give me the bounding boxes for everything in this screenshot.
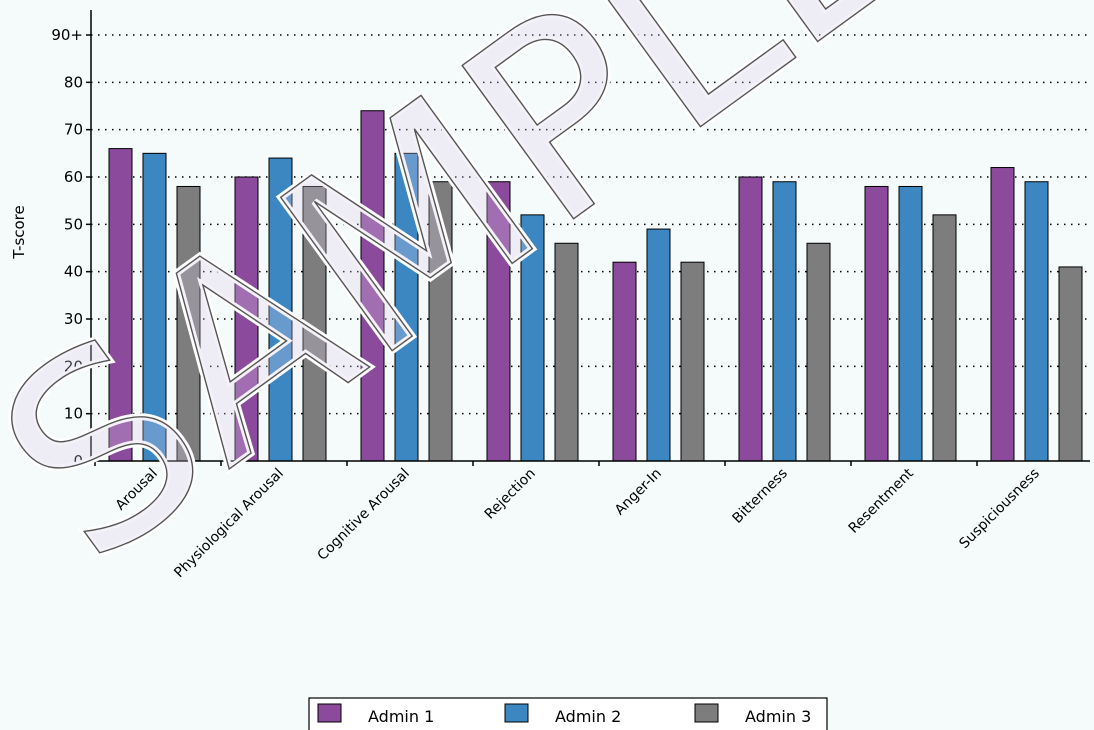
y-tick-label: 70 <box>64 121 83 139</box>
legend-label: Admin 2 <box>555 707 621 726</box>
y-tick-label: 40 <box>64 263 83 281</box>
bar-admin-1 <box>990 167 1015 462</box>
bar-admin-3 <box>932 214 957 462</box>
bar-admin-3 <box>806 242 831 462</box>
axes <box>90 10 1090 462</box>
legend-swatch <box>694 703 719 723</box>
legend-swatch <box>504 703 529 723</box>
y-tick-label: 30 <box>64 310 83 328</box>
bar-admin-2 <box>772 181 797 462</box>
y-tick-label: 80 <box>64 73 83 91</box>
legend-label: Admin 1 <box>368 707 434 726</box>
x-tick-label: Resentment <box>846 465 917 536</box>
x-tick-label: Rejection <box>482 466 539 523</box>
bar-admin-2 <box>898 185 923 462</box>
legend-label: Admin 3 <box>745 707 811 726</box>
bar-admin-2 <box>646 228 671 462</box>
x-tick-label: Cognitive Arousal <box>315 466 413 564</box>
legend-swatch <box>317 703 342 723</box>
x-tick-label: Anger-In <box>612 466 665 519</box>
x-tick-label: Bitterness <box>730 466 791 527</box>
legend-box <box>308 697 828 730</box>
y-ticks: 0 10 20 30 40 50 60 70 80 90+ <box>51 26 91 470</box>
y-tick-label: 20 <box>64 357 83 375</box>
bar-admin-1 <box>612 261 637 462</box>
bar-admin-3 <box>1058 266 1083 462</box>
y-tick-label: 0 <box>73 452 83 470</box>
x-tick-label: Suspiciousness <box>956 466 1042 552</box>
legend: Admin 1 Admin 2 Admin 3 <box>308 697 828 730</box>
y-axis-label: T-score <box>10 205 28 260</box>
y-tick-label: 50 <box>64 215 83 233</box>
bar-admin-1 <box>864 185 889 462</box>
y-tick-label: 60 <box>64 168 83 186</box>
bars <box>108 110 1083 462</box>
bar-admin-3 <box>680 261 705 462</box>
y-tick-label: 90+ <box>51 26 83 44</box>
bar-admin-1 <box>738 176 763 462</box>
bar-admin-2 <box>1024 181 1049 462</box>
y-tick-label: 10 <box>64 405 83 423</box>
